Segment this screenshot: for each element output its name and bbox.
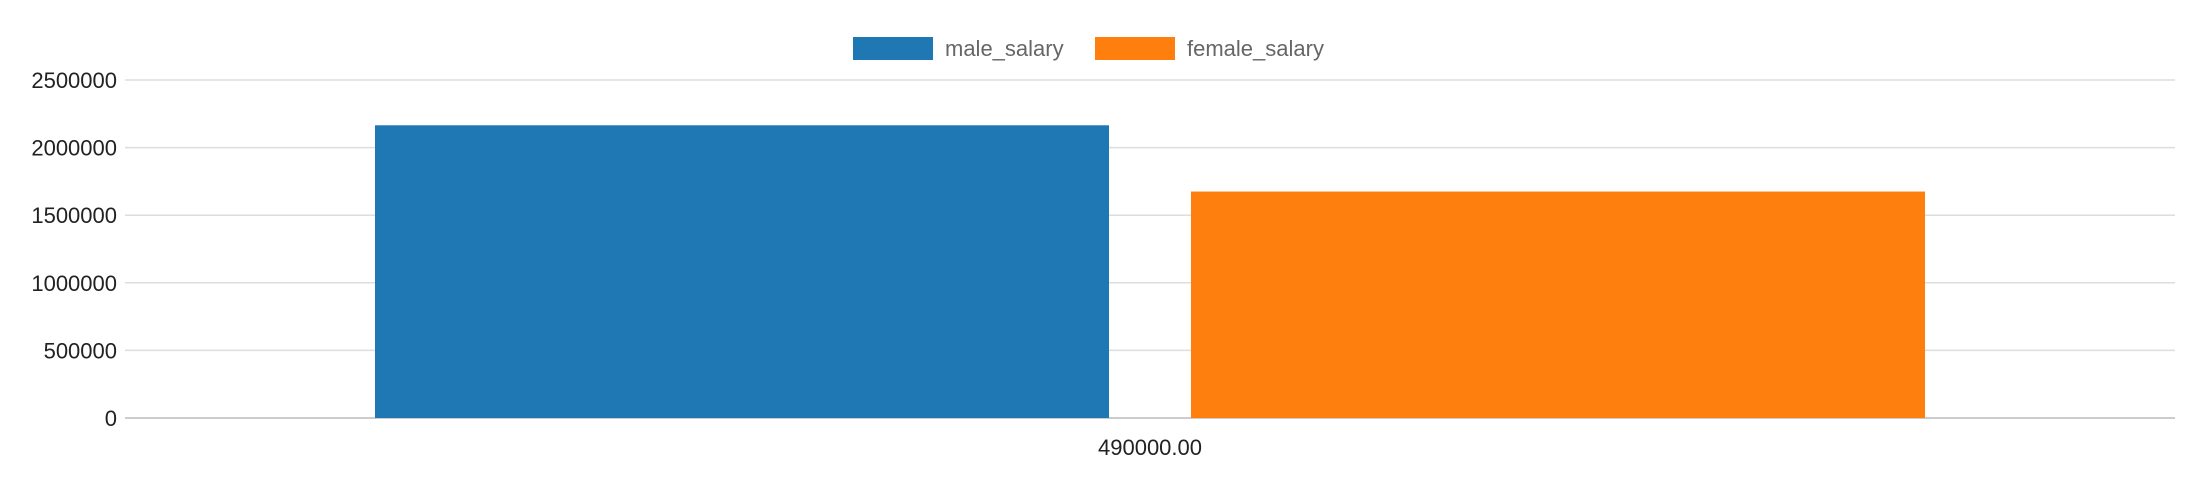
legend-swatch	[853, 37, 933, 60]
bar-female_salary[interactable]	[1191, 191, 1925, 418]
y-tick-label: 1500000	[31, 203, 117, 228]
legend[interactable]: male_salary female_salary	[853, 36, 1324, 61]
bars	[375, 125, 1925, 419]
legend-item-female_salary[interactable]: female_salary	[1095, 36, 1324, 61]
y-tick-label: 2500000	[31, 68, 117, 93]
bar-male_salary[interactable]	[375, 125, 1109, 419]
y-tick-label: 1000000	[31, 271, 117, 296]
y-tick-label: 2000000	[31, 136, 117, 161]
x-tick-label: 490000.00	[1098, 435, 1202, 460]
y-tick-label: 500000	[44, 338, 117, 363]
legend-label: female_salary	[1187, 36, 1324, 61]
legend-item-male_salary[interactable]: male_salary	[853, 36, 1064, 61]
legend-label: male_salary	[945, 36, 1064, 61]
y-tick-label: 0	[105, 406, 117, 431]
axes: 0 500000 1000000 1500000 2000000 2500000 49000…	[31, 68, 1202, 460]
legend-swatch	[1095, 37, 1175, 60]
